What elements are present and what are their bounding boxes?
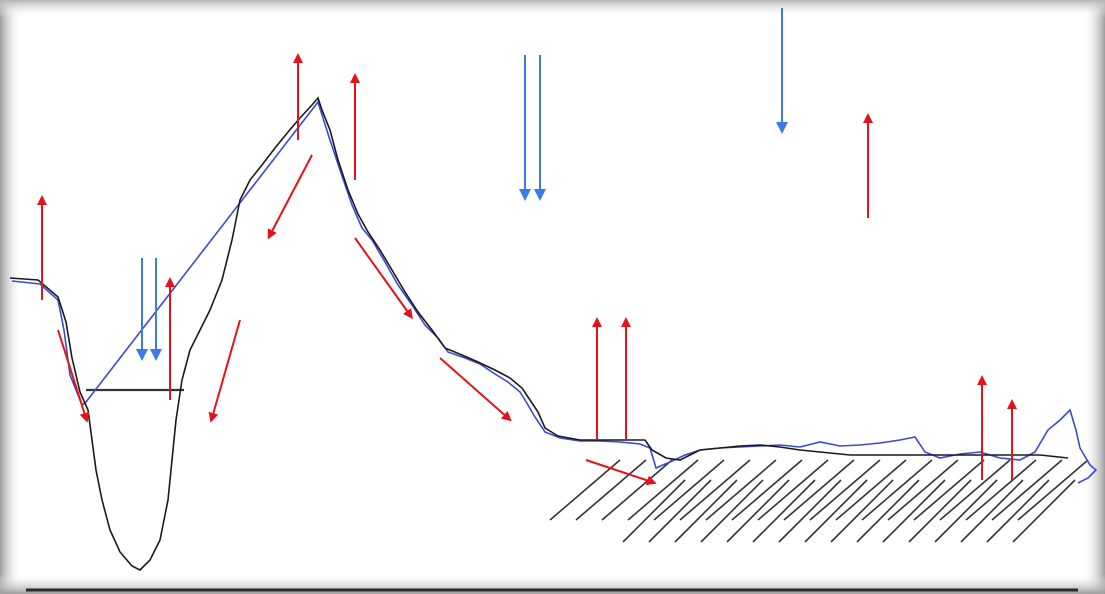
hatch-stroke xyxy=(887,459,959,521)
hatch-stroke xyxy=(986,479,1050,543)
frame-shade-top xyxy=(0,0,1105,18)
hatch-stroke xyxy=(1017,459,1089,521)
hatch-stroke xyxy=(939,459,1011,521)
hatch-stroke xyxy=(601,459,673,521)
hatch-stroke xyxy=(778,479,842,543)
hatch-stroke xyxy=(700,479,764,543)
hatch-stroke xyxy=(965,459,1037,521)
hatch-stroke xyxy=(731,459,803,521)
hatch-stroke xyxy=(913,459,985,521)
red-arrow xyxy=(267,154,313,240)
hatch-stroke xyxy=(549,459,621,521)
hatch-stroke xyxy=(674,479,738,543)
force-arrows xyxy=(37,8,1017,486)
hatch-stroke xyxy=(830,479,894,543)
frame-shade-right xyxy=(1083,0,1105,594)
hatch-stroke xyxy=(809,459,881,521)
hatch-stroke xyxy=(783,459,855,521)
hatch-stroke xyxy=(679,459,751,521)
hatch-stroke xyxy=(882,479,946,543)
hatch-stroke xyxy=(627,459,699,521)
hatch-stroke xyxy=(752,479,816,543)
hatch-stroke xyxy=(804,479,868,543)
hatch-stroke xyxy=(856,479,920,543)
hatched-ground xyxy=(549,459,1089,543)
hatch-stroke xyxy=(648,479,712,543)
hatch-stroke xyxy=(726,479,790,543)
red-arrow xyxy=(57,329,90,423)
hatch-stroke xyxy=(960,479,1024,543)
hatch-stroke xyxy=(1012,479,1076,543)
red-arrow xyxy=(585,459,657,486)
hatch-stroke xyxy=(575,459,647,521)
frame-shade-left xyxy=(0,0,22,594)
hatch-stroke xyxy=(991,459,1063,521)
black-profile-line xyxy=(9,96,1069,571)
hatch-stroke xyxy=(835,459,907,521)
hatch-stroke xyxy=(861,459,933,521)
red-arrow xyxy=(208,319,241,423)
hatch-stroke xyxy=(622,479,686,543)
red-arrow xyxy=(354,237,413,320)
red-arrow xyxy=(439,357,512,422)
hatch-stroke xyxy=(908,479,972,543)
hatch-stroke xyxy=(705,459,777,521)
hatch-stroke xyxy=(934,479,998,543)
blue-profile-line xyxy=(11,100,1098,484)
hatch-stroke xyxy=(757,459,829,521)
hatch-stroke xyxy=(653,459,725,521)
